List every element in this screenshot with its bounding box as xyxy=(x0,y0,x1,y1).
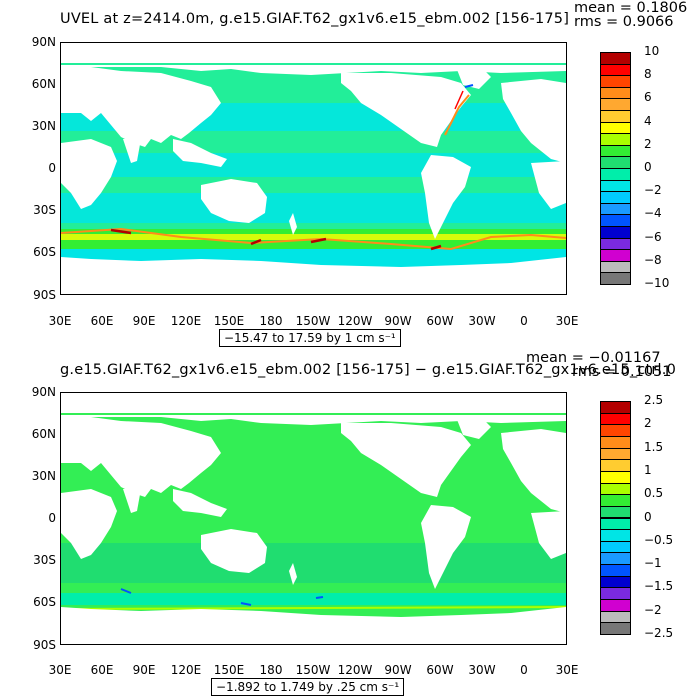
lat-tick: 0 xyxy=(48,161,56,175)
colorbar-label: 1.5 xyxy=(644,439,664,454)
lon-tick: 30E xyxy=(555,663,579,677)
mean-stat: mean = 0.1806 xyxy=(574,0,688,16)
colorbar: 10 8 6 4 2 0 −2 −4 −6 −8 −10 xyxy=(600,44,669,290)
lon-tick: 150E xyxy=(213,663,245,677)
lat-tick: 60S xyxy=(33,595,56,609)
lat-tick: 60N xyxy=(31,427,56,441)
rms-stat: rms = 0.1051 xyxy=(572,364,672,380)
colorbar-label: −2.5 xyxy=(644,626,674,640)
lon-tick: 60E xyxy=(90,314,114,328)
colorbar-label: −8 xyxy=(644,252,662,267)
colorbar-label: 0 xyxy=(644,160,652,174)
colorbar-label: 1 xyxy=(644,462,652,477)
colorbar-label: −4 xyxy=(644,206,662,221)
lon-tick: 30E xyxy=(555,314,579,328)
colorbar-swatch xyxy=(600,622,631,635)
colorbar-label: 8 xyxy=(644,67,652,82)
lon-tick: 150W xyxy=(295,314,331,328)
top-panel: UVEL at z=2414.0m, g.e15.GIAF.T62_gx1v6.… xyxy=(31,0,688,347)
lon-tick: 30E xyxy=(48,663,72,677)
lat-tick: 60S xyxy=(33,245,56,259)
lon-tick: 150E xyxy=(213,314,245,328)
colorbar-swatch xyxy=(600,272,631,285)
lon-tick: 120W xyxy=(337,663,373,677)
panel-title: g.e15.GIAF.T62_gx1v6.e15_ebm.002 [156-17… xyxy=(60,362,676,378)
colorbar-label: 6 xyxy=(644,90,652,105)
contour-range: −15.47 to 17.59 by 1 cm s⁻¹ xyxy=(219,329,401,347)
map-field xyxy=(61,43,566,294)
lon-tick: 120E xyxy=(170,663,202,677)
mean-stat: mean = −0.01167 xyxy=(526,350,661,366)
lon-tick: 60E xyxy=(90,663,114,677)
lon-tick: 0 xyxy=(520,314,528,328)
colorbar-label: 0.5 xyxy=(644,486,664,501)
colorbar-label: −6 xyxy=(644,229,662,244)
contour-range: −1.892 to 1.749 by .25 cm s⁻¹ xyxy=(211,678,405,696)
lat-tick: 30N xyxy=(31,119,56,133)
colorbar-label: 10 xyxy=(644,44,660,58)
panel-title: UVEL at z=2414.0m, g.e15.GIAF.T62_gx1v6.… xyxy=(60,11,570,27)
lon-tick: 180 xyxy=(259,663,283,677)
lat-tick: 60N xyxy=(31,77,56,91)
colorbar-label: 2.5 xyxy=(644,393,664,407)
lat-tick: 0 xyxy=(48,511,56,525)
ocean-map xyxy=(60,392,567,645)
lat-tick: 30N xyxy=(31,469,56,483)
lon-tick: 90W xyxy=(384,314,412,328)
lat-tick: 90N xyxy=(31,35,56,49)
lat-tick: 90S xyxy=(33,638,56,652)
colorbar-label: −10 xyxy=(644,276,670,290)
lon-tick: 30W xyxy=(468,314,496,328)
colorbar-label: 2 xyxy=(644,416,652,431)
map-field xyxy=(61,393,566,644)
lon-tick: 120W xyxy=(337,314,373,328)
lat-tick: 90S xyxy=(33,288,56,302)
rms-stat: rms = 0.9066 xyxy=(574,14,674,30)
lon-tick: 30W xyxy=(468,663,496,677)
lat-tick: 90N xyxy=(31,385,56,399)
ocean-map xyxy=(60,42,567,295)
colorbar-label: −1 xyxy=(644,556,662,571)
lon-tick: 90E xyxy=(132,663,156,677)
lon-tick: 60W xyxy=(426,314,454,328)
colorbar: 2.5 2 1.5 1 0.5 0 −0.5 −1 −1.5 −2 −2.5 xyxy=(600,393,673,640)
lon-tick: 120E xyxy=(170,314,202,328)
lon-tick: 180 xyxy=(259,314,283,328)
colorbar-label: −1.5 xyxy=(644,579,674,594)
lon-tick: 0 xyxy=(520,663,528,677)
colorbar-label: −0.5 xyxy=(644,532,674,547)
lon-tick: 90W xyxy=(384,663,412,677)
colorbar-label: −2 xyxy=(644,183,662,198)
colorbar-label: 4 xyxy=(644,113,652,128)
lon-tick: 60W xyxy=(426,663,454,677)
bottom-panel: g.e15.GIAF.T62_gx1v6.e15_ebm.002 [156-17… xyxy=(0,350,700,700)
lon-tick: 30E xyxy=(48,314,72,328)
colorbar-label: 0 xyxy=(644,509,652,524)
lon-tick: 90E xyxy=(132,314,156,328)
lat-tick: 30S xyxy=(33,553,56,567)
colorbar-label: −2 xyxy=(644,602,662,617)
lon-tick: 150W xyxy=(295,663,331,677)
lat-tick: 30S xyxy=(33,203,56,217)
colorbar-label: 2 xyxy=(644,136,652,151)
